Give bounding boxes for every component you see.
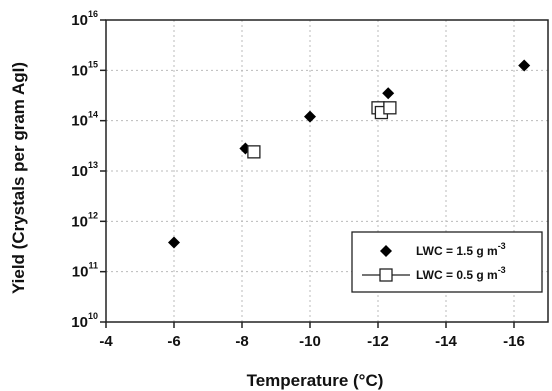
legend-box — [351, 231, 543, 293]
y-axis: 1010 1011 1012 1013 1014 1015 1016 — [71, 9, 106, 331]
x-tick-label: -4 — [99, 333, 113, 350]
data-point-series-2 — [247, 145, 261, 159]
x-tick-label: -10 — [299, 333, 321, 350]
legend-marker-1 — [380, 245, 392, 257]
x-tick-label: -12 — [367, 333, 389, 350]
y-tick-label: 1015 — [71, 59, 98, 79]
data-point-series-1 — [518, 59, 531, 72]
x-tick-label: -16 — [503, 333, 525, 350]
x-axis-title: Temperature (°C) — [247, 371, 384, 390]
y-tick-label: 1013 — [71, 160, 98, 180]
legend-label-1: LWC = 1.5 g m-3 — [416, 241, 506, 258]
data-point-series-1 — [304, 110, 316, 123]
x-tick-label: -14 — [435, 333, 457, 350]
y-tick-label: 1011 — [72, 261, 98, 281]
y-tick-label: 1014 — [71, 110, 98, 130]
data-point-series-1 — [168, 236, 180, 249]
x-tick-label: -8 — [235, 333, 248, 350]
legend-marker-2 — [379, 268, 393, 282]
x-axis: -4 -6 -8 -10 -12 -14 -16 — [99, 322, 525, 350]
y-tick-label: 1016 — [71, 9, 98, 29]
data-point-series-1 — [382, 87, 395, 100]
x-tick-label: -6 — [167, 333, 180, 350]
data-points — [168, 59, 531, 249]
y-axis-title: Yield (Crystals per gram AgI) — [9, 62, 28, 294]
y-tick-label: 1012 — [71, 210, 98, 230]
y-tick-label: 1010 — [71, 311, 98, 331]
legend: LWC = 1.5 g m-3 LWC = 0.5 g m-3 — [351, 231, 543, 293]
legend-label-2: LWC = 0.5 g m-3 — [416, 265, 506, 282]
data-point-series-2 — [383, 101, 397, 115]
